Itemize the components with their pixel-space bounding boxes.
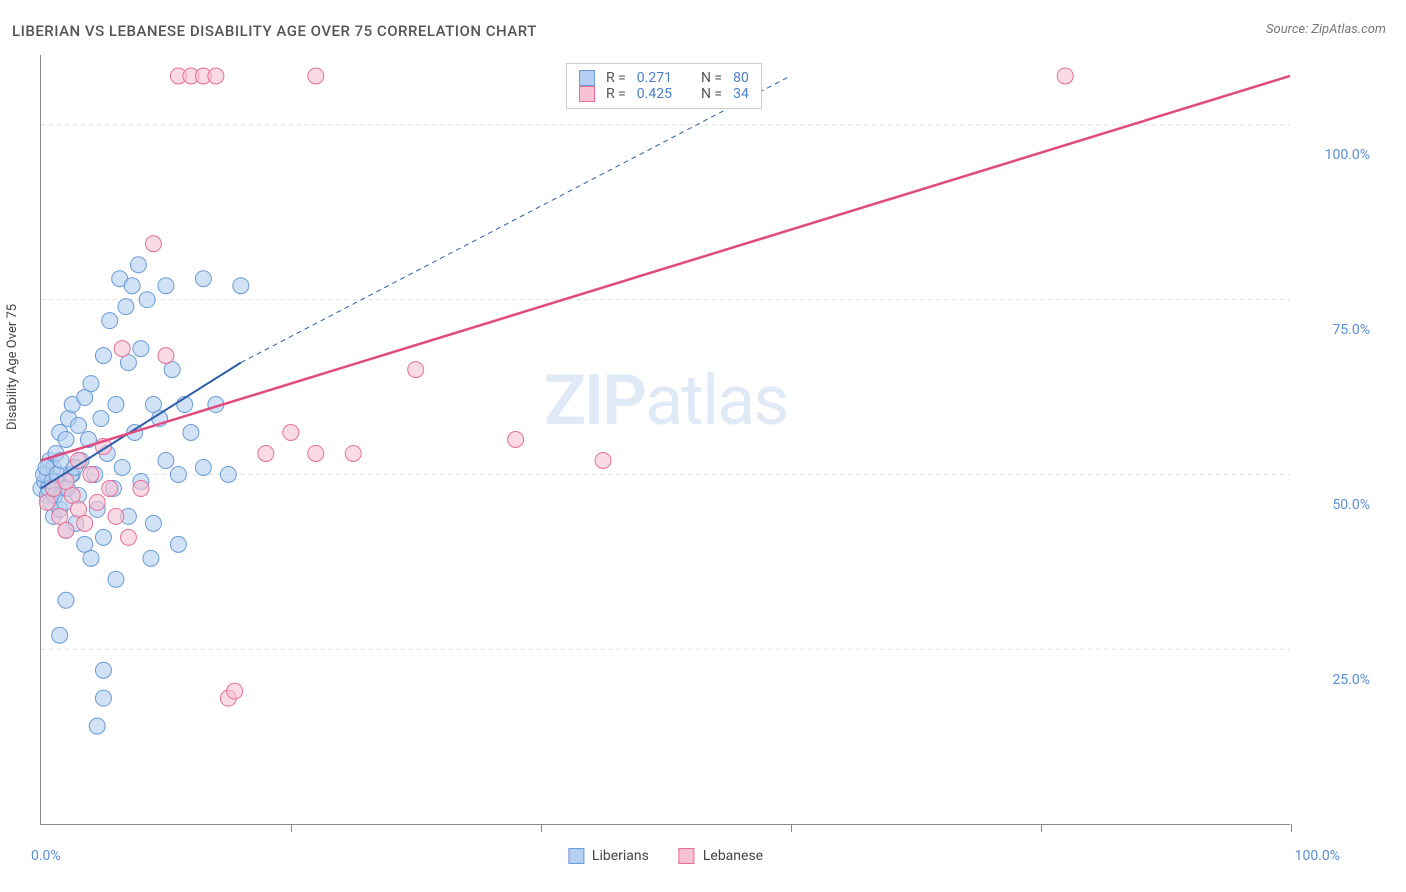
data-point [170, 466, 186, 482]
data-point [108, 397, 124, 413]
data-point [308, 68, 324, 84]
r-label-1: R = [606, 86, 626, 102]
data-point [227, 683, 243, 699]
stats-row-lebanese: R = 0.425 N = 34 [579, 86, 749, 102]
data-point [170, 536, 186, 552]
x-tick-mark [791, 824, 792, 832]
legend-item-liberians: Liberians [568, 848, 649, 864]
data-point [102, 313, 118, 329]
n-label-1: N = [701, 86, 722, 102]
data-point [70, 418, 86, 434]
data-point [143, 550, 159, 566]
trend-line [41, 76, 1290, 461]
data-point [139, 292, 155, 308]
data-point [345, 445, 361, 461]
chart-title: LIBERIAN VS LEBANESE DISABILITY AGE OVER… [12, 22, 537, 40]
stats-row-liberians: R = 0.271 N = 80 [579, 70, 749, 86]
data-point [130, 257, 146, 273]
data-point [118, 299, 134, 315]
legend-label-lebanese: Lebanese [703, 848, 763, 864]
data-point [133, 341, 149, 357]
data-point [83, 550, 99, 566]
swatch-liberians [579, 70, 595, 86]
data-point [145, 236, 161, 252]
y-axis-label: Disability Age Over 75 [5, 304, 20, 430]
data-point [233, 278, 249, 294]
data-point [77, 515, 93, 531]
n-value-liberians: 80 [733, 70, 749, 86]
y-tick-label: 75.0% [1300, 322, 1370, 338]
data-point [58, 522, 74, 538]
x-tick-mark [541, 824, 542, 832]
data-point [195, 271, 211, 287]
x-tick-mark [1041, 824, 1042, 832]
n-label-0: N = [701, 70, 722, 86]
n-value-lebanese: 34 [733, 86, 749, 102]
data-point [89, 494, 105, 510]
data-point [89, 718, 105, 734]
data-point [124, 278, 140, 294]
data-point [158, 348, 174, 364]
data-point [158, 452, 174, 468]
data-point [183, 425, 199, 441]
data-point [108, 571, 124, 587]
data-point [258, 445, 274, 461]
data-point [195, 459, 211, 475]
bottom-legend: Liberians Lebanese [568, 848, 763, 864]
legend-swatch-liberians [568, 848, 584, 864]
data-point [508, 432, 524, 448]
data-point [102, 480, 118, 496]
r-value-lebanese: 0.425 [637, 86, 672, 102]
y-tick-label: 25.0% [1300, 672, 1370, 688]
chart-svg [41, 55, 1290, 824]
data-point [83, 466, 99, 482]
x-tick-mark [1291, 824, 1292, 832]
x-axis-max-label: 100.0% [1295, 848, 1340, 864]
data-point [1057, 68, 1073, 84]
y-tick-label: 50.0% [1300, 497, 1370, 513]
data-point [595, 452, 611, 468]
stats-legend: R = 0.271 N = 80 R = 0.425 N = 34 [566, 63, 762, 109]
data-point [93, 411, 109, 427]
data-point [108, 508, 124, 524]
data-point [158, 278, 174, 294]
data-point [52, 627, 68, 643]
data-point [95, 529, 111, 545]
data-point [308, 445, 324, 461]
x-axis-min-label: 0.0% [31, 848, 61, 864]
x-tick-mark [291, 824, 292, 832]
data-point [220, 466, 236, 482]
legend-label-liberians: Liberians [592, 848, 649, 864]
data-point [114, 341, 130, 357]
r-value-liberians: 0.271 [637, 70, 672, 86]
y-tick-label: 100.0% [1300, 147, 1370, 163]
data-point [58, 592, 74, 608]
data-point [95, 662, 111, 678]
plot-area: ZIPatlas 25.0%50.0%75.0%100.0% 0.0% 100.… [40, 55, 1290, 825]
source-attribution: Source: ZipAtlas.com [1266, 22, 1386, 37]
data-point [133, 480, 149, 496]
data-point [208, 68, 224, 84]
r-label-0: R = [606, 70, 626, 86]
data-point [95, 690, 111, 706]
data-point [283, 425, 299, 441]
data-point [408, 362, 424, 378]
data-point [145, 515, 161, 531]
data-point [120, 529, 136, 545]
swatch-lebanese [579, 86, 595, 102]
legend-swatch-lebanese [679, 848, 695, 864]
legend-item-lebanese: Lebanese [679, 848, 763, 864]
data-point [83, 376, 99, 392]
data-point [95, 348, 111, 364]
data-point [58, 432, 74, 448]
data-point [114, 459, 130, 475]
trend-line-extension [241, 76, 791, 363]
